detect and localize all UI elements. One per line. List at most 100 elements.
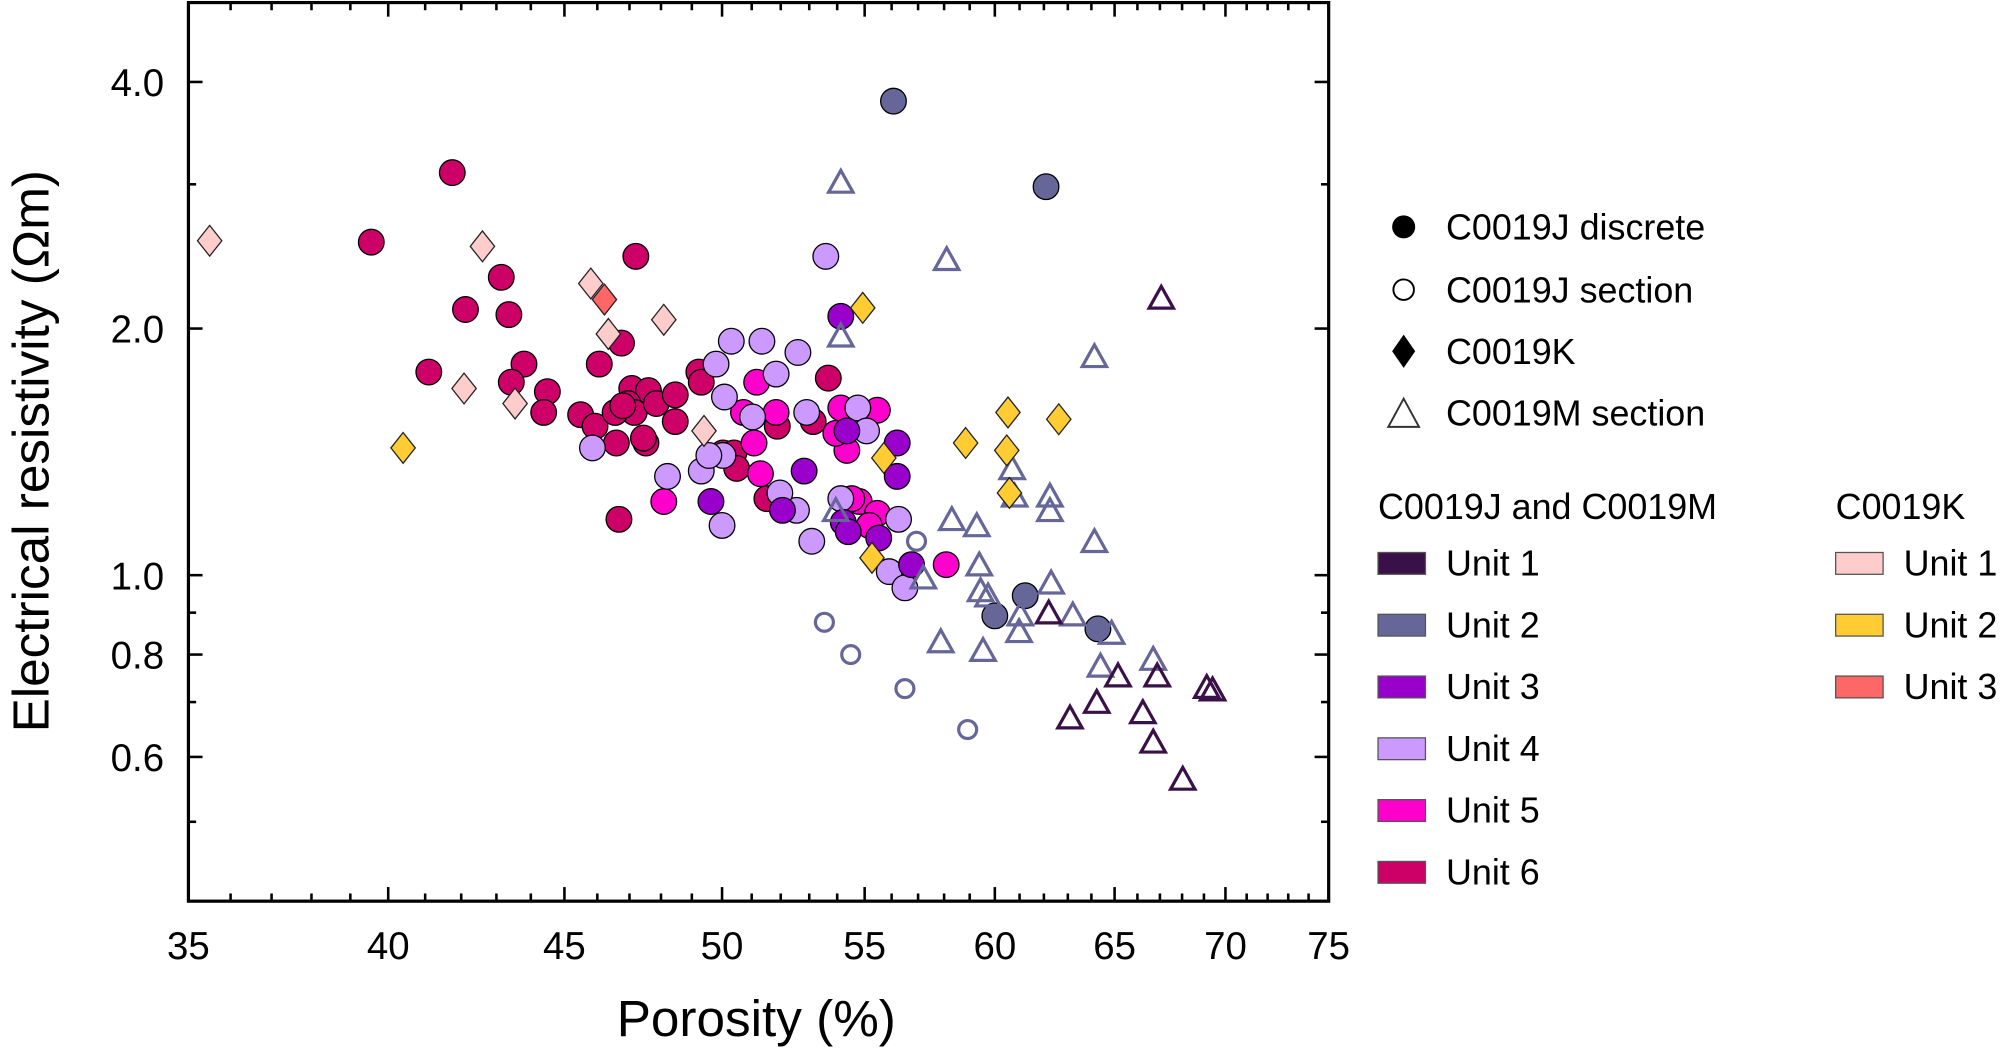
legend-swatch [1377, 675, 1427, 699]
data-point-circle [932, 551, 960, 579]
data-point-diamond [858, 541, 885, 575]
data-point-circle [784, 339, 812, 366]
data-point-triangle [1191, 672, 1222, 699]
data-point-circle [739, 403, 767, 431]
legend-label: C0019K [1446, 332, 1576, 372]
legend-unit-label: Unit 3 [1904, 667, 1998, 707]
data-point-triangle [1034, 495, 1065, 523]
x-tick-label: 70 [1204, 925, 1247, 968]
data-point-triangle [820, 495, 851, 523]
data-point-diamond [650, 303, 677, 337]
y-tick-label: 0.6 [111, 737, 164, 780]
data-point-circle [654, 462, 681, 490]
data-point-triangle [931, 244, 962, 272]
data-point-circle [495, 301, 523, 329]
legend-triangle-icon [1386, 396, 1421, 428]
data-point-triangle [1081, 687, 1112, 714]
data-point-circle [747, 460, 774, 488]
data-point-triangle [1142, 660, 1173, 688]
legend-unit-label: Unit 3 [1446, 667, 1540, 707]
data-point-triangle [936, 504, 967, 532]
data-point-circle [438, 159, 466, 187]
legend-unit-label: Unit 2 [1904, 605, 1998, 645]
data-point-triangle [961, 510, 992, 538]
y-tick-label: 2.0 [111, 309, 164, 352]
legend-unit-label: Unit 5 [1446, 791, 1540, 831]
y-tick-label: 4.0 [111, 62, 164, 105]
data-point-diamond [1045, 402, 1072, 436]
data-point-diamond [870, 441, 897, 475]
data-point-triangle [1033, 597, 1064, 625]
data-point-diamond [469, 229, 496, 263]
x-tick-label: 50 [701, 925, 744, 968]
data-point-circle [827, 302, 855, 330]
legend-unit-label: Unit 2 [1446, 605, 1540, 645]
legend-diamond-icon [1392, 334, 1416, 368]
data-point-circle [981, 602, 1009, 630]
legend-swatch [1835, 551, 1884, 575]
data-point-triangle [968, 635, 998, 663]
legend-label: C0019M section [1446, 394, 1705, 434]
data-point-circle [798, 527, 826, 555]
legend-swatch [1377, 860, 1427, 884]
data-point-circle [452, 296, 479, 323]
data-point-circle [812, 242, 840, 270]
data-point-circle [602, 429, 630, 457]
data-point-diamond [390, 431, 417, 465]
data-point-circle [415, 358, 443, 386]
data-point-triangle [825, 167, 856, 194]
legend-group-title: C0019K [1836, 487, 1966, 527]
data-point-circle [357, 228, 385, 256]
data-point-diamond [994, 396, 1021, 429]
data-point-triangle [973, 580, 1003, 608]
data-point-triangle [1004, 616, 1034, 644]
x-tick-label: 35 [167, 925, 210, 968]
legend-label: C0019J discrete [1446, 208, 1705, 248]
data-point-circle [880, 87, 907, 115]
data-point-diamond [952, 426, 979, 460]
data-point-circle [834, 518, 862, 546]
data-point-circle [717, 327, 745, 355]
data-point-triangle [1079, 526, 1110, 554]
data-point-circle [790, 457, 818, 485]
data-point-circle [769, 496, 796, 524]
data-point-circle [762, 398, 790, 426]
data-point-diamond [502, 387, 529, 420]
data-point-triangle [1138, 726, 1169, 754]
data-point-triangle [1167, 764, 1198, 791]
data-point-triangle [1127, 697, 1158, 725]
y-tick-label: 1.0 [111, 555, 164, 598]
data-point-open-circle [957, 718, 979, 741]
unit-legend: Unit 1 Unit 2 Unit 3 Unit 4 Unit 5 Unit 6 Unit… [1377, 544, 1998, 893]
legend: C0019J discrete C0019J section C0019K C0… [1377, 208, 1998, 893]
x-tick-label: 60 [973, 925, 1016, 968]
data-point-triangle [908, 562, 939, 590]
tick-labels: 35 40 45 50 55 60 65 70 75 4.0 2.0 1.0 0.8 0.6 [111, 62, 1350, 968]
y-tick-label: 0.8 [111, 635, 164, 678]
legend-swatch [1377, 551, 1427, 575]
legend-swatch [1377, 799, 1427, 823]
data-point-diamond [196, 224, 223, 258]
x-tick-label: 65 [1093, 925, 1136, 968]
data-point-circle [585, 350, 613, 378]
x-tick-label: 40 [367, 925, 410, 968]
data-point-open-circle [813, 611, 835, 633]
data-point-diamond [691, 414, 717, 448]
data-point-circle [844, 394, 872, 422]
legend-label: C0019J section [1446, 271, 1693, 311]
legend-unit-label: Unit 1 [1446, 544, 1540, 584]
legend-swatch [1377, 613, 1427, 637]
data-point-circle [629, 424, 657, 452]
data-point-circle [578, 434, 606, 462]
data-point-circle [661, 381, 689, 409]
data-point-circle [702, 350, 730, 378]
data-point-diamond [451, 372, 478, 405]
data-point-triangle [825, 320, 856, 348]
data-point-open-circle [905, 530, 928, 552]
x-tick-label: 45 [543, 925, 586, 968]
legend-unit-label: Unit 6 [1446, 853, 1540, 893]
legend-swatch [1377, 737, 1427, 761]
data-point-triangle [1034, 480, 1065, 508]
data-point-diamond [993, 434, 1020, 467]
